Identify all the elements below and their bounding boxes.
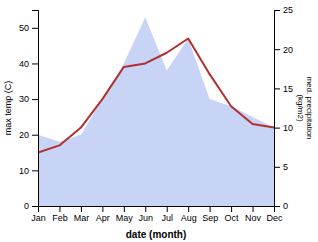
tick-mark	[231, 206, 232, 212]
tick-mark	[274, 10, 280, 11]
tick: Feb	[52, 206, 68, 223]
tick-label: Jan	[31, 213, 46, 223]
x-axis-title: date (month)	[126, 229, 187, 240]
tick: 0	[24, 201, 38, 211]
tick: Oct	[225, 206, 240, 223]
tick-label: 40	[19, 59, 29, 69]
y-axis: 0 10 20 30 40 50	[19, 11, 39, 212]
tick-label: Sep	[202, 213, 218, 223]
tick-mark	[32, 206, 38, 207]
tick-label: Mar	[74, 213, 90, 223]
tick: 10	[274, 123, 293, 133]
area	[38, 17, 274, 206]
tick-mark	[32, 28, 38, 29]
axis-line	[32, 11, 39, 207]
plot: JanFebMarAprMayJunJulAugSepOctNovDec0102…	[19, 5, 293, 223]
tick: 0	[274, 201, 288, 211]
tick-label: 5	[283, 162, 288, 172]
tick-mark	[32, 170, 38, 171]
marks	[38, 17, 274, 206]
tick: Nov	[245, 206, 262, 223]
tick-label: 15	[283, 84, 293, 94]
tick: 50	[19, 23, 38, 33]
tick-label: Jul	[161, 213, 173, 223]
tick: Aug	[181, 206, 197, 223]
tick-label: 10	[19, 166, 29, 176]
tick: Jan	[31, 206, 46, 223]
tick-mark	[253, 206, 254, 212]
tick: Apr	[96, 206, 110, 223]
chart: JanFebMarAprMayJunJulAugSepOctNovDec0102…	[0, 0, 318, 242]
tick: Jul	[161, 206, 173, 223]
tick: Dec	[266, 206, 283, 223]
tick-mark	[32, 99, 38, 100]
tick-label: 30	[19, 94, 29, 104]
tick-label: Aug	[181, 213, 197, 223]
y2-axis-title-line: (kg/m2)	[296, 94, 305, 121]
tick-label: Feb	[52, 213, 68, 223]
tick: Mar	[74, 206, 90, 223]
tick: 10	[19, 166, 38, 176]
tick: 20	[274, 45, 293, 55]
axis-line	[275, 11, 281, 207]
tick: 5	[274, 162, 288, 172]
tick: 40	[19, 59, 38, 69]
y-axis-title: max temp (C)	[3, 81, 13, 136]
tick-label: 25	[283, 5, 293, 15]
tick-label: 0	[24, 201, 29, 211]
tick-mark	[274, 88, 280, 89]
tick: 25	[274, 5, 293, 15]
tick-label: Jun	[139, 213, 154, 223]
line	[38, 39, 274, 153]
tick-mark	[274, 206, 280, 207]
x-axis: Jan Feb Mar Apr May Jun Jul Aug Sep Oct Nov Dec	[31, 206, 283, 223]
tick: Sep	[202, 206, 218, 223]
tick-label: Oct	[225, 213, 240, 223]
tick-mark	[274, 167, 280, 168]
tick: 20	[19, 130, 38, 140]
tick-mark	[274, 128, 280, 129]
tick-mark	[188, 206, 189, 212]
y2-axis-title-line: med. precipitation	[305, 76, 314, 139]
tick-label: Dec	[266, 213, 283, 223]
tick-label: 10	[283, 123, 293, 133]
tick: May	[116, 206, 134, 223]
tick-mark	[124, 206, 125, 212]
tick-label: 20	[19, 130, 29, 140]
tick-label: May	[116, 213, 134, 223]
tick-label: Nov	[245, 213, 262, 223]
tick-mark	[102, 206, 103, 212]
y2-axis: 0 5 10 15 20 25	[274, 5, 293, 211]
y2-axis-title: med. precipitation(kg/m2)	[296, 76, 314, 139]
tick: 30	[19, 94, 38, 104]
tick-label: 0	[283, 201, 288, 211]
tick-label: Apr	[96, 213, 110, 223]
tick-mark	[59, 206, 60, 212]
tick: Jun	[139, 206, 154, 223]
tick-mark	[274, 49, 280, 50]
tick-mark	[145, 206, 146, 212]
tick-mark	[210, 206, 211, 212]
axis-line	[39, 207, 275, 213]
tick-mark	[81, 206, 82, 212]
tick-label: 50	[19, 23, 29, 33]
tick-mark	[167, 206, 168, 212]
tick-label: 20	[283, 45, 293, 55]
tick-mark	[32, 135, 38, 136]
tick-mark	[32, 63, 38, 64]
tick: 15	[274, 84, 293, 94]
